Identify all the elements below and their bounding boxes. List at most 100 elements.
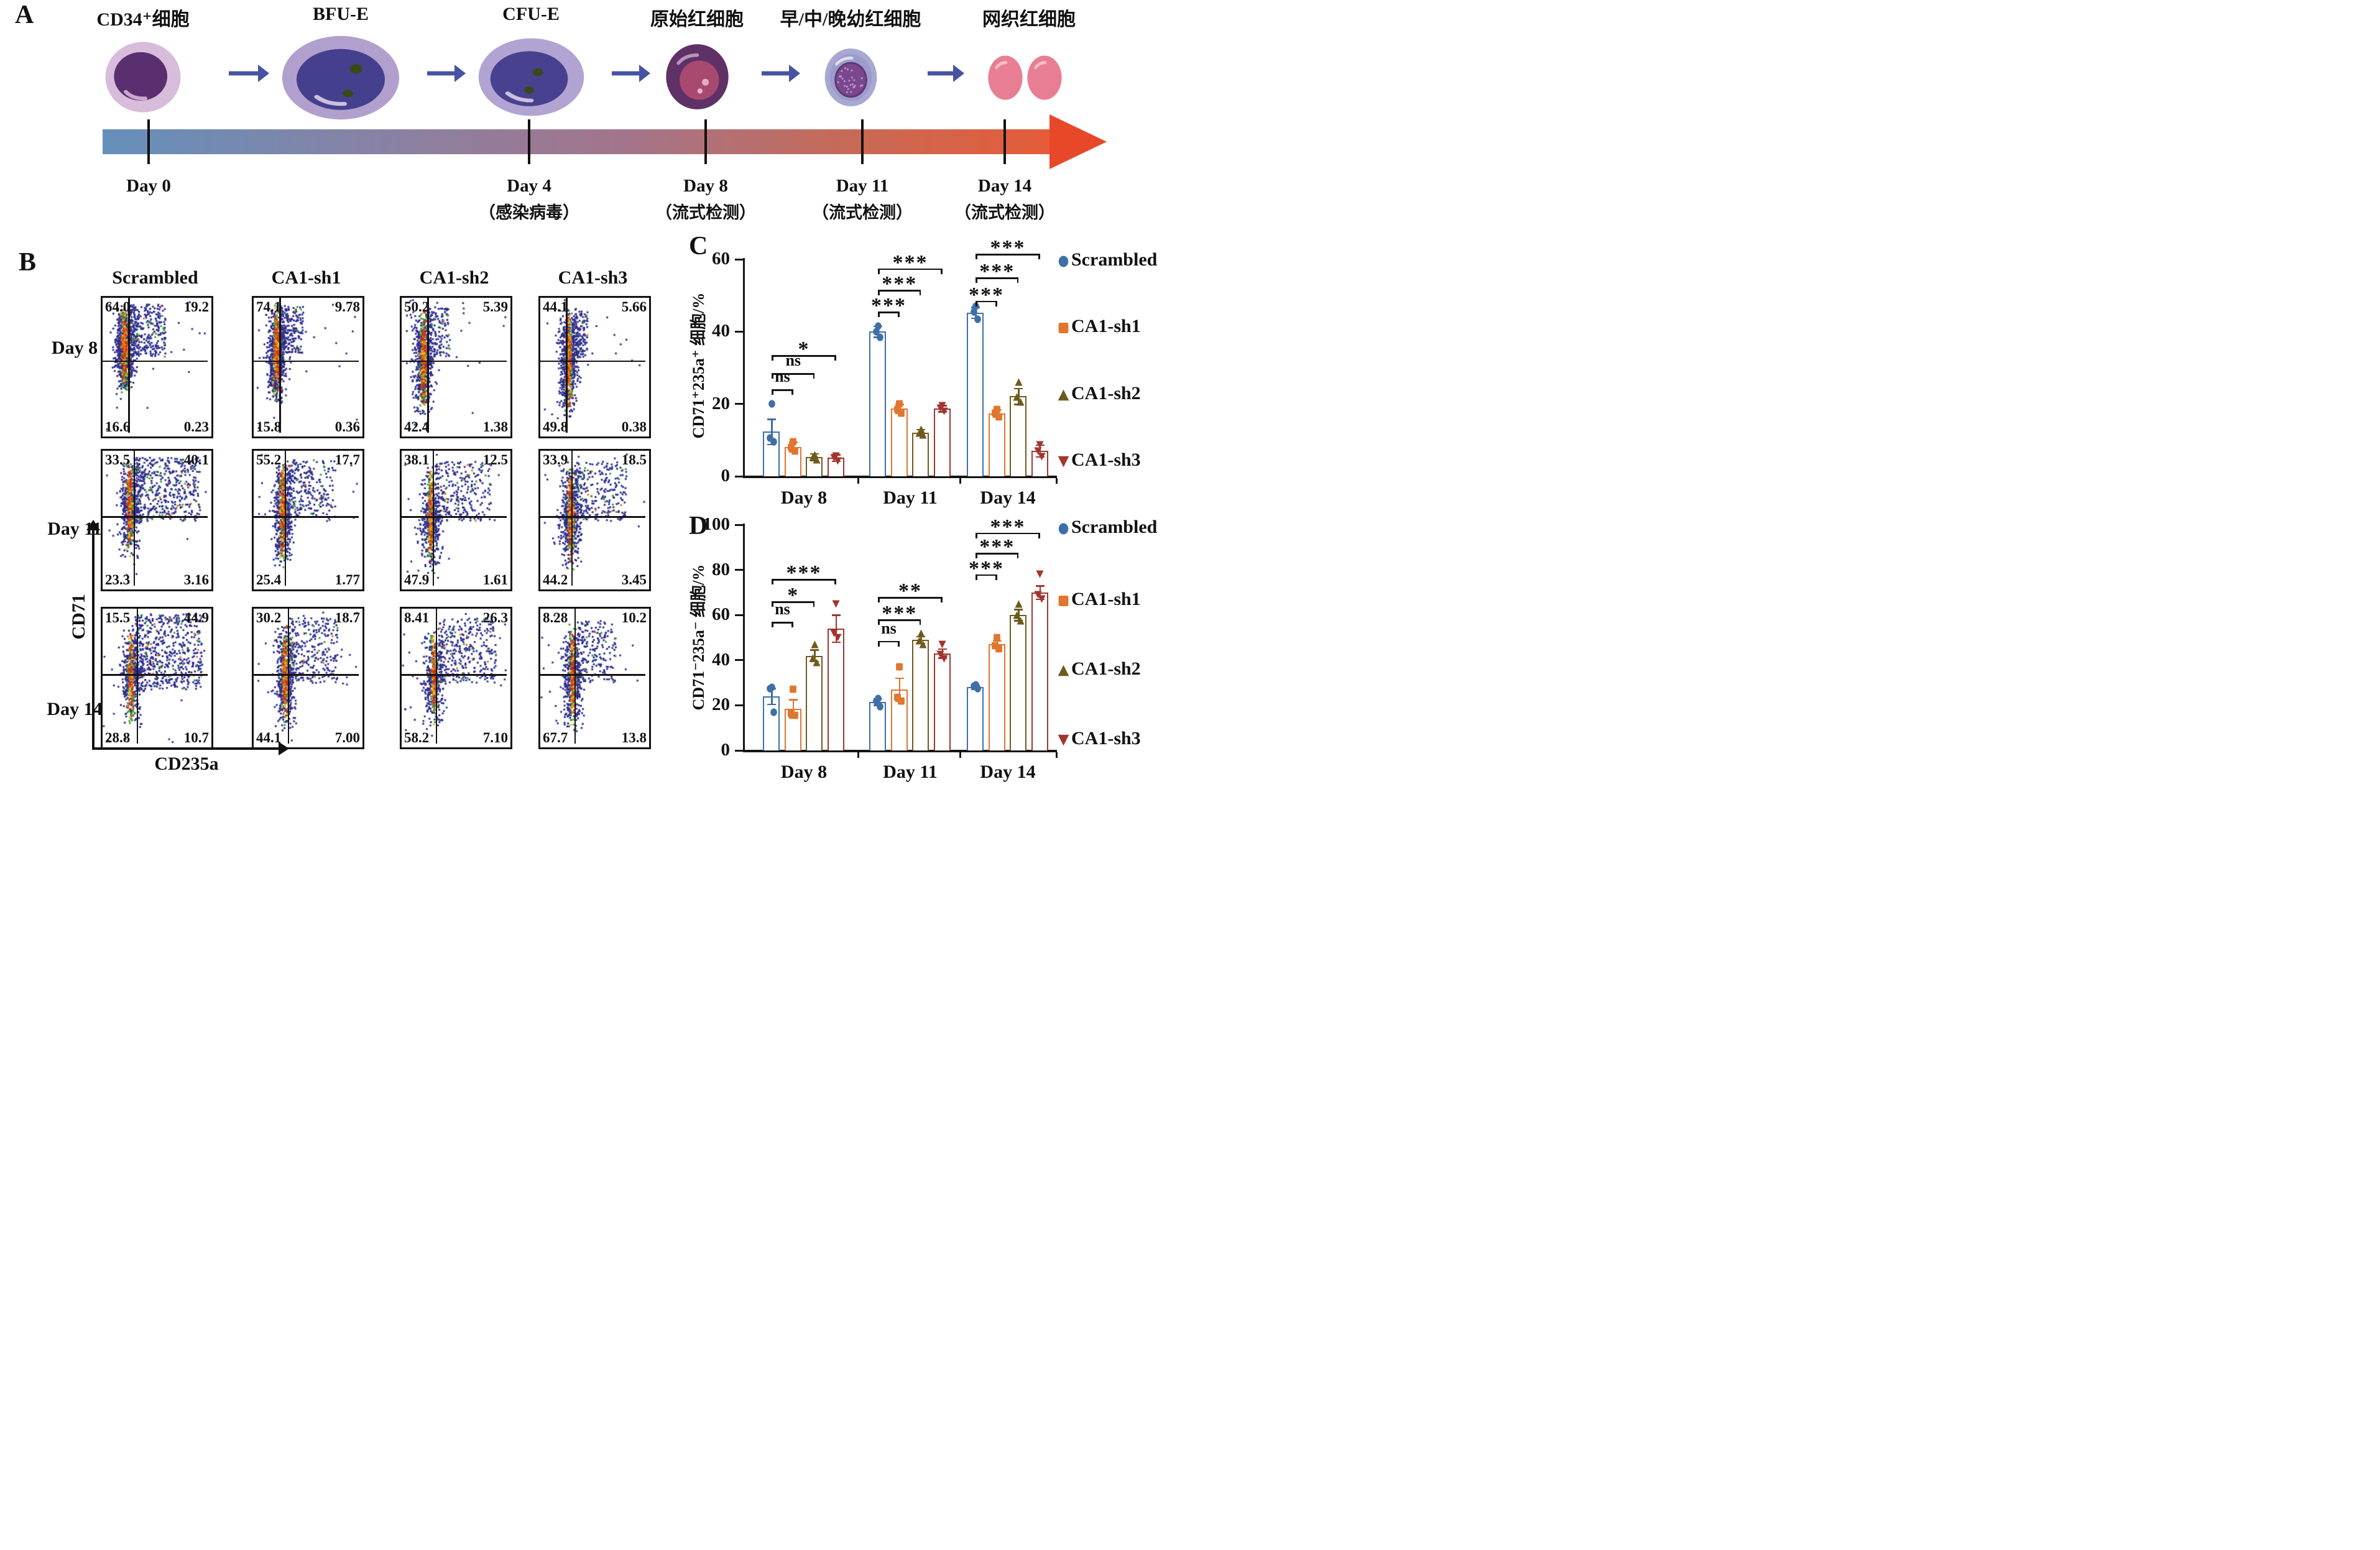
bar [912,432,929,476]
data-point-marker [809,654,817,662]
data-point-marker [974,315,981,323]
significance-bracket-end [772,601,773,607]
bar [784,708,801,750]
data-point-marker [936,650,944,658]
flow-column-header: CA1-sh1 [271,267,341,288]
significance-bracket-end [813,373,815,379]
data-point-marker [994,634,1001,642]
timeline-gradient-arrow [103,129,1051,154]
quadrant-hline [254,360,359,362]
error-bar-line [771,688,773,704]
flow-scatter-canvas [254,451,359,586]
flow-scatter-canvas [103,451,208,586]
timeline-tick [528,119,530,164]
quadrant-value-lower-left: 42.4 [404,419,430,435]
flow-plot: 8.41 26.3 58.2 7.10 [400,607,512,749]
significance-label: * [798,338,810,361]
quadrant-hline [103,674,208,676]
significance-bracket [772,601,815,603]
significance-label: *** [990,515,1026,538]
bar [806,655,823,750]
x-axis-tick [1056,752,1058,758]
error-bar-cap [1035,456,1045,458]
data-point-marker [1036,441,1044,450]
error-bar-cap [767,418,777,420]
flow-scatter-canvas [103,298,208,433]
quadrant-value-lower-left: 28.8 [105,730,131,745]
flow-scatter-canvas [103,609,208,744]
significance-label: *** [882,602,918,625]
quadrant-value-upper-right: 44.9 [183,610,209,625]
bar [967,313,984,476]
data-point-marker [1034,591,1042,599]
significance-bracket [878,619,921,621]
significance-bracket [772,622,793,624]
quadrant-hline [540,360,645,362]
error-bar-cap [1014,609,1023,611]
legend-item-label: Scrambled [1071,517,1158,537]
data-point-marker [766,684,773,693]
quadrant-value-upper-left: 55.2 [256,452,282,468]
legend-marker-square-icon [1058,322,1068,333]
significance-bracket-end [791,389,793,395]
error-bar-cap [1014,387,1023,390]
cd71-y-axis-label: CD71 [68,594,89,640]
significance-bracket-end [813,601,815,607]
data-point-marker [876,703,883,711]
cd71-axis-line [92,530,95,750]
quadrant-value-lower-left: 47.9 [404,572,430,588]
quadrant-value-upper-right: 5.39 [482,299,508,315]
data-point-marker [830,629,838,637]
data-point-marker [940,407,948,415]
data-point-marker [919,431,927,439]
quadrant-value-lower-right: 3.16 [183,572,209,588]
error-bar-cap [938,411,947,413]
quadrant-vline [287,609,290,744]
bar [869,331,887,476]
error-bar-line [1018,388,1020,405]
flow-row-label: Day 8 [51,338,98,358]
bar [890,408,908,476]
quadrant-value-lower-left: 25.4 [256,572,282,588]
flow-scatter-canvas [402,451,507,586]
x-axis-tick [959,477,961,484]
quadrant-value-upper-left: 74.1 [256,299,282,315]
data-point-marker [1017,617,1025,625]
quadrant-value-upper-right: 26.3 [482,610,508,625]
stage-arrow-icon [928,65,964,82]
quadrant-value-lower-left: 44.1 [256,730,282,745]
significance-bracket-end [834,579,836,585]
significance-bracket-end [772,373,773,379]
significance-bracket [772,389,793,391]
timeline-day-note: （流式检测） [954,203,1055,222]
data-point-marker [834,634,842,642]
bar [1010,396,1027,476]
quadrant-hline [103,516,208,518]
quadrant-value-upper-right: 12.5 [482,452,508,468]
significance-bracket-end [878,619,880,625]
quadrant-vline [136,609,139,744]
quadrant-hline [254,516,359,518]
bar [763,696,780,750]
significance-label: ns [881,619,897,637]
quadrant-value-lower-left: 23.3 [105,572,131,588]
legend-marker-square-icon [1058,595,1068,606]
significance-label: ns [775,367,790,386]
significance-bracket [772,579,836,581]
quadrant-value-upper-left: 44.1 [543,299,568,315]
bar [988,413,1005,476]
data-point-marker [876,333,883,341]
quadrant-value-upper-left: 38.1 [404,452,430,468]
quadrant-value-lower-right: 0.23 [183,419,209,435]
y-axis-tick-label: 20 [712,393,730,413]
quadrant-hline [540,516,645,518]
significance-bracket [976,300,997,303]
significance-label: *** [892,251,928,274]
quadrant-value-lower-right: 7.00 [334,730,360,745]
error-bar-cap [831,614,841,616]
legend-item-label: CA1-sh1 [1071,316,1141,336]
data-point-marker [1038,595,1046,603]
flow-scatter-canvas [540,451,645,586]
significance-bracket [878,640,900,643]
quadrant-value-lower-left: 67.7 [543,730,568,745]
